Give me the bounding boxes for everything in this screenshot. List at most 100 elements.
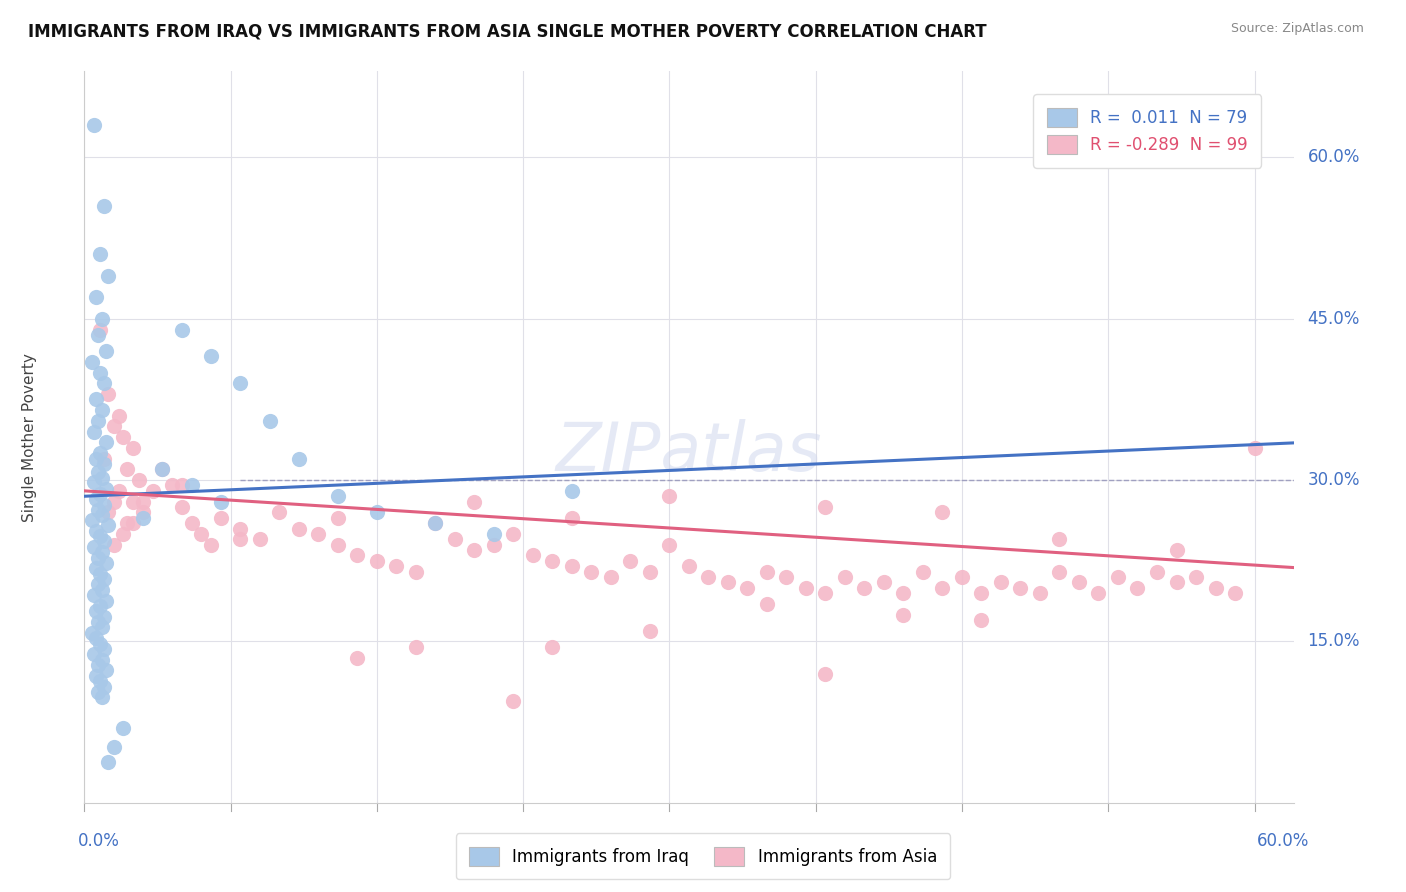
Point [82, 513, 104, 527]
Point [93, 457, 115, 471]
Text: 60.0%: 60.0% [1308, 148, 1360, 167]
Point [1107, 570, 1129, 584]
Point [87, 414, 110, 428]
Point [259, 414, 281, 428]
Point [89, 566, 111, 581]
Point [90, 653, 112, 667]
Point [90, 471, 112, 485]
Point [87, 577, 110, 591]
Point [229, 521, 252, 535]
Point [89, 366, 111, 380]
Point [385, 559, 408, 574]
Point [90, 690, 112, 705]
Point [87, 658, 110, 673]
Point [89, 599, 111, 613]
Point [814, 500, 837, 514]
Point [83, 425, 105, 439]
Point [229, 533, 252, 547]
Point [93, 199, 115, 213]
Point [84, 669, 107, 683]
Point [200, 538, 222, 552]
Point [541, 554, 564, 568]
Point [94, 556, 117, 570]
Point [326, 510, 349, 524]
Point [658, 489, 681, 503]
Point [1126, 581, 1149, 595]
Point [94, 664, 117, 678]
Point [814, 666, 837, 681]
Point [84, 451, 107, 466]
Point [90, 403, 112, 417]
Point [128, 473, 150, 487]
Point [775, 570, 797, 584]
Point [1205, 581, 1227, 595]
Point [93, 642, 115, 657]
Point [853, 581, 876, 595]
Point [425, 516, 447, 530]
Point [122, 441, 145, 455]
Point [93, 609, 115, 624]
Point [112, 721, 135, 735]
Point [346, 650, 368, 665]
Point [873, 575, 896, 590]
Point [893, 607, 915, 622]
Point [132, 505, 155, 519]
Point [288, 521, 311, 535]
Point [93, 376, 115, 391]
Point [755, 565, 778, 579]
Point [87, 503, 110, 517]
Point [697, 570, 720, 584]
Point [170, 478, 193, 492]
Point [84, 604, 107, 618]
Point [1146, 565, 1168, 579]
Point [755, 597, 778, 611]
Point [93, 498, 115, 512]
Point [94, 593, 117, 607]
Point [87, 327, 110, 342]
Point [619, 554, 641, 568]
Point [463, 543, 485, 558]
Point [911, 565, 934, 579]
Point [90, 508, 112, 522]
Point [931, 505, 953, 519]
Point [90, 545, 112, 559]
Point [1067, 575, 1090, 590]
Point [93, 451, 115, 466]
Point [122, 494, 145, 508]
Point [522, 549, 544, 563]
Point [180, 516, 202, 530]
Point [463, 494, 485, 508]
Point [108, 409, 131, 423]
Point [89, 487, 111, 501]
Point [83, 118, 105, 132]
Point [84, 561, 107, 575]
Point [1029, 586, 1052, 600]
Point [103, 419, 125, 434]
Point [405, 565, 427, 579]
Point [482, 538, 505, 552]
Point [209, 510, 232, 524]
Point [990, 575, 1012, 590]
Point [893, 586, 915, 600]
Point [717, 575, 740, 590]
Point [326, 489, 349, 503]
Point [83, 588, 105, 602]
Point [82, 625, 104, 640]
Point [561, 559, 583, 574]
Point [89, 529, 111, 543]
Point [502, 527, 524, 541]
Point [1087, 586, 1109, 600]
Point [814, 586, 837, 600]
Point [89, 674, 111, 689]
Point [94, 435, 117, 450]
Point [89, 322, 111, 336]
Point [93, 680, 115, 694]
Point [190, 527, 212, 541]
Point [405, 640, 427, 654]
Point [444, 533, 467, 547]
Point [1166, 543, 1188, 558]
Point [97, 518, 120, 533]
Point [931, 581, 953, 595]
Point [90, 582, 112, 597]
Point [170, 322, 193, 336]
